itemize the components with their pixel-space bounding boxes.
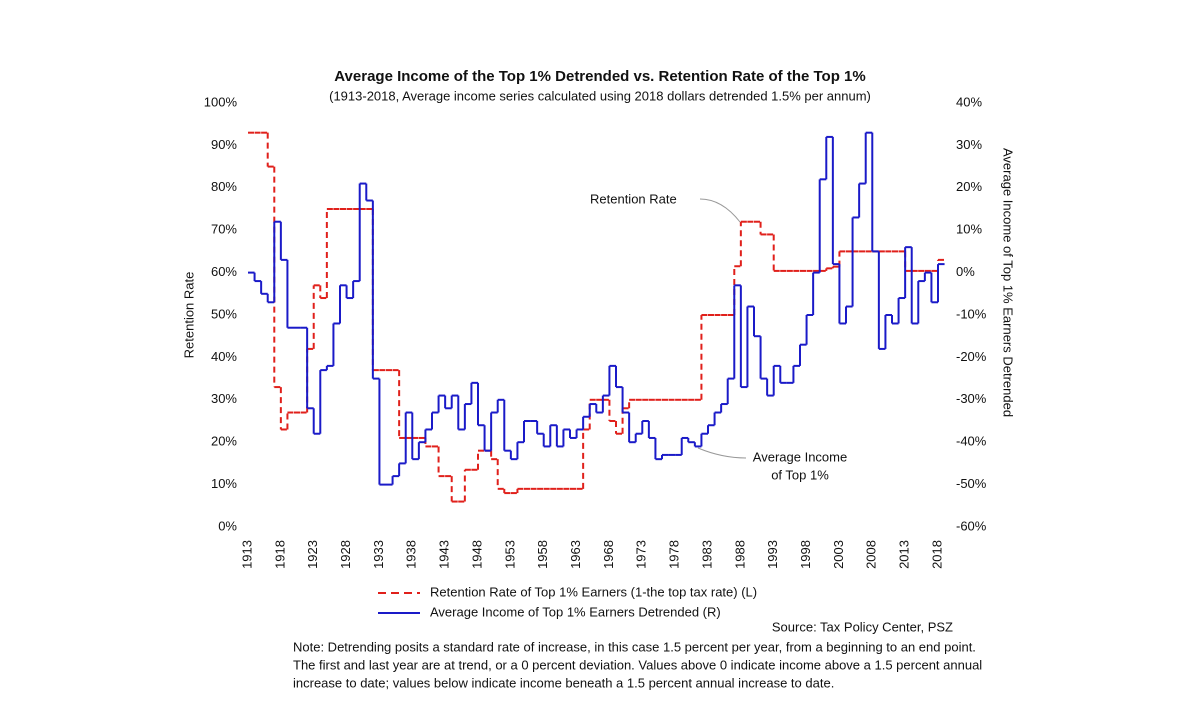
y-tick-label: 80% <box>211 179 237 194</box>
y2-tick-label: -40% <box>956 434 987 449</box>
x-tick-label: 1963 <box>568 540 583 569</box>
y-tick-label: 100% <box>204 94 238 109</box>
x-tick-label: 1998 <box>798 540 813 569</box>
y2-tick-label: -60% <box>956 518 987 533</box>
annotation: Retention Rate <box>590 191 677 206</box>
x-tick-label: 2003 <box>831 540 846 569</box>
legend-label: Retention Rate of Top 1% Earners (1-the … <box>430 584 757 599</box>
y-axis-title: Retention Rate <box>181 272 196 359</box>
y2-tick-label: 40% <box>956 94 982 109</box>
x-tick-label: 1973 <box>634 540 649 569</box>
y-tick-label: 50% <box>211 306 237 321</box>
y2-tick-label: 10% <box>956 222 982 237</box>
legend-label: Average Income of Top 1% Earners Detrend… <box>430 604 721 619</box>
x-tick-label: 1923 <box>305 540 320 569</box>
chart-subtitle: (1913-2018, Average income series calcul… <box>329 88 871 103</box>
x-tick-label: 1988 <box>732 540 747 569</box>
y-tick-label: 20% <box>211 434 237 449</box>
x-tick-label: 1928 <box>338 540 353 569</box>
y-tick-label: 10% <box>211 476 237 491</box>
note-line: The first and last year are at trend, or… <box>293 657 982 672</box>
y-tick-label: 30% <box>211 391 237 406</box>
x-tick-label: 1918 <box>272 540 287 569</box>
y2-tick-label: 0% <box>956 264 975 279</box>
chart-title: Average Income of the Top 1% Detrended v… <box>334 68 865 85</box>
x-tick-label: 1933 <box>371 540 386 569</box>
y2-tick-label: -10% <box>956 306 987 321</box>
x-tick-label: 1948 <box>469 540 484 569</box>
x-tick-label: 1958 <box>535 540 550 569</box>
y2-tick-label: 30% <box>956 137 982 152</box>
y-tick-label: 40% <box>211 349 237 364</box>
source: Source: Tax Policy Center, PSZ <box>772 619 953 634</box>
y2-tick-label: -30% <box>956 391 987 406</box>
y2-tick-label: 20% <box>956 179 982 194</box>
note-line: Note: Detrending posits a standard rate … <box>293 639 976 654</box>
y-tick-label: 0% <box>218 518 237 533</box>
annotation-leader <box>699 198 741 223</box>
x-tick-label: 1943 <box>437 540 452 569</box>
y-tick-label: 70% <box>211 222 237 237</box>
x-tick-label: 1978 <box>667 540 682 569</box>
y-tick-label: 90% <box>211 137 237 152</box>
y2-tick-label: -50% <box>956 476 987 491</box>
y-tick-label: 60% <box>211 264 237 279</box>
x-tick-label: 1983 <box>699 540 714 569</box>
x-tick-label: 2013 <box>897 540 912 569</box>
x-tick-label: 1968 <box>601 540 616 569</box>
y2-axis-title: Average Income of Top 1% Earners Detrend… <box>1001 148 1016 417</box>
annotation: of Top 1% <box>771 467 829 482</box>
note-line: increase to date; values below indicate … <box>293 675 834 690</box>
x-tick-label: 2008 <box>864 540 879 569</box>
x-tick-label: 1953 <box>502 540 517 569</box>
x-tick-label: 2018 <box>929 540 944 569</box>
x-tick-label: 1993 <box>765 540 780 569</box>
y2-tick-label: -20% <box>956 349 987 364</box>
annotation-leader <box>697 447 747 459</box>
x-tick-label: 1913 <box>239 540 254 569</box>
x-tick-label: 1938 <box>404 540 419 569</box>
annotation: Average Income <box>753 449 847 464</box>
